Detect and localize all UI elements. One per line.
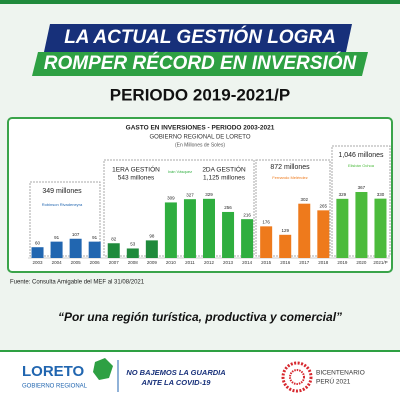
x-tick-label: 2009 — [147, 260, 158, 265]
bicentenario: PERÚ 2021 — [316, 377, 351, 386]
x-tick-label: 2016 — [280, 260, 291, 265]
bar — [241, 219, 254, 258]
bar — [298, 203, 311, 258]
value-label: 309 — [167, 196, 175, 201]
value-label: 330 — [377, 192, 385, 197]
chart-title: GASTO EN INVERSIONES - PERIODO 2003-2021 — [126, 125, 275, 132]
bar — [164, 202, 177, 258]
value-label: 60 — [35, 240, 41, 245]
x-tick-label: 2020 — [356, 260, 367, 265]
value-label: 329 — [339, 192, 347, 197]
source: Fuente: Consulta Amigable del MEF al 31/… — [10, 280, 145, 286]
annotation: Fernando Meléndez — [272, 175, 308, 180]
bar — [145, 240, 158, 258]
group-box — [255, 159, 331, 257]
bar — [69, 238, 82, 258]
bar — [355, 192, 368, 258]
value-label: 91 — [54, 235, 60, 240]
chart-subtitle: GOBIERNO REGIONAL DE LORETO — [149, 135, 250, 141]
value-label: 129 — [281, 228, 289, 233]
campaign: ANTE LA COVID-19 — [141, 378, 212, 387]
header-line2: ROMPER RÉCORD EN INVERSIÓN — [44, 52, 358, 74]
footer-stripe — [0, 350, 400, 352]
value-label: 53 — [130, 242, 136, 247]
annotation: 1,125 millones — [203, 175, 246, 182]
x-tick-label: 2005 — [71, 260, 82, 265]
top-stripe — [0, 0, 400, 4]
value-label: 265 — [320, 204, 328, 209]
annotation: 1,046 millones — [338, 152, 384, 159]
chart-units: (En Millones de Soles) — [175, 142, 225, 148]
x-tick-label: 2004 — [52, 260, 63, 265]
bar — [336, 198, 349, 258]
x-tick-label: 2021/P — [373, 260, 387, 265]
footer — [0, 350, 400, 400]
x-tick-label: 2015 — [261, 260, 272, 265]
bar — [183, 199, 196, 258]
annotation: Robinson Rivadeneyra — [42, 202, 83, 207]
bar — [203, 198, 215, 258]
value-label: 82 — [111, 236, 117, 241]
x-tick-label: 2008 — [128, 260, 139, 265]
value-label: 216 — [243, 212, 251, 217]
x-tick-label: 2011 — [185, 260, 195, 265]
bar — [31, 247, 44, 258]
x-tick-label: 2013 — [223, 260, 234, 265]
x-tick-label: 2019 — [337, 260, 348, 265]
bar — [317, 210, 330, 258]
annotation: 2DA GESTIÓN — [202, 165, 246, 174]
annotation: 543 millones — [118, 175, 155, 182]
quote: “Por una región turística, productiva y … — [58, 310, 342, 324]
bicentenario-logo — [281, 361, 313, 393]
x-tick-label: 2007 — [109, 260, 120, 265]
header-line3: PERIODO 2019-2021/P — [110, 85, 290, 104]
value-label: 256 — [224, 205, 232, 210]
x-tick-label: 2012 — [204, 260, 215, 265]
x-tick-label: 2014 — [242, 260, 253, 265]
value-label: 302 — [301, 197, 309, 202]
group-box — [103, 159, 255, 257]
bar — [222, 211, 235, 258]
campaign: NO BAJEMOS LA GUARDIA — [126, 368, 225, 377]
bar — [107, 243, 120, 258]
banner-blue — [44, 24, 352, 52]
chart-panel — [7, 117, 393, 273]
group-box — [29, 181, 101, 257]
annotation: 1ERA GESTIÓN — [112, 165, 160, 174]
value-label: 98 — [149, 234, 155, 239]
bar — [374, 198, 387, 258]
bar — [50, 241, 63, 258]
banner-green — [32, 52, 368, 76]
logo-sub: GOBIERNO REGIONAL — [22, 384, 88, 390]
region-icon — [93, 358, 113, 380]
annotation: Elisbán Ochoa — [348, 163, 375, 168]
x-tick-label: 2017 — [299, 260, 310, 265]
logo-name: LORETO — [22, 363, 85, 380]
annotation: 349 millones — [42, 188, 82, 195]
x-tick-label: 2010 — [166, 260, 177, 265]
bar — [88, 241, 101, 258]
value-label: 176 — [262, 220, 270, 225]
value-label: 367 — [358, 185, 366, 190]
value-label: 91 — [92, 235, 98, 240]
x-tick-label: 2003 — [33, 260, 44, 265]
bar — [126, 248, 139, 258]
annotation: Iván Vásquez — [168, 169, 192, 174]
bicentenario: BICENTENARIO — [316, 370, 365, 377]
bicentenario-logo — [289, 369, 305, 385]
x-tick-label: 2006 — [90, 260, 101, 265]
header-line1: LA ACTUAL GESTIÓN LOGRA — [64, 26, 336, 48]
x-tick-label: 2018 — [318, 260, 329, 265]
bar — [279, 234, 292, 258]
annotation: 872 millones — [270, 164, 310, 171]
bar — [260, 226, 273, 258]
value-label: 327 — [186, 192, 194, 197]
value-label: 329 — [205, 192, 213, 197]
value-label: 107 — [72, 232, 80, 237]
